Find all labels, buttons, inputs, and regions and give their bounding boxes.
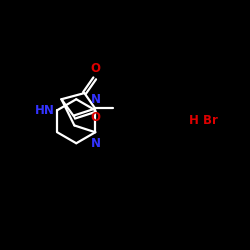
Text: H Br: H Br (189, 114, 218, 127)
Text: HN: HN (35, 104, 55, 117)
Text: O: O (91, 62, 101, 75)
Text: O: O (91, 111, 101, 124)
Text: N: N (90, 137, 101, 150)
Text: N: N (90, 93, 101, 106)
